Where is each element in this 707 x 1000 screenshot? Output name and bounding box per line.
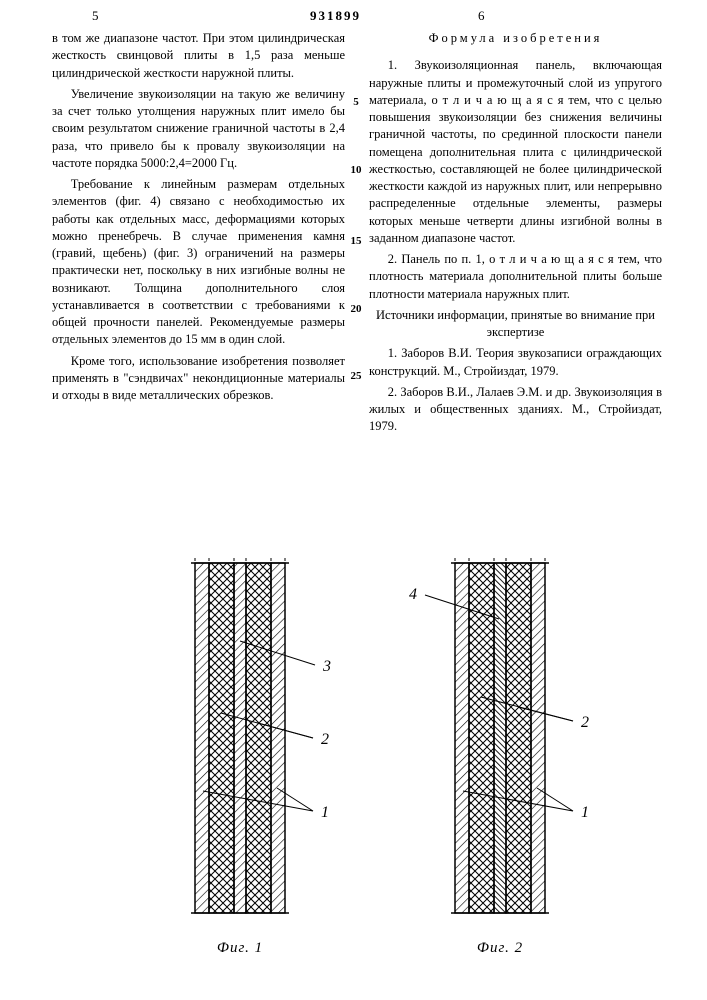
figure-2-svg: 4 2 1 xyxy=(400,558,600,928)
fig2-caption: Фиг. 2 xyxy=(400,940,600,957)
sources-title: Источники информации, принятые во вниман… xyxy=(369,307,662,342)
source-2: 2. Заборов В.И., Лалаев Э.М. и др. Звуко… xyxy=(369,384,662,436)
figure-1: 3 2 1 Фиг. 1 xyxy=(140,558,340,957)
source-1: 1. Заборов В.И. Теория звукозаписи ограж… xyxy=(369,345,662,380)
figure-1-svg: 3 2 1 xyxy=(140,558,340,928)
right-p2: 2. Панель по п. 1, о т л и ч а ю щ а я с… xyxy=(369,251,662,303)
figures-area: 3 2 1 Фиг. 1 xyxy=(0,558,707,988)
page-num-right: 6 xyxy=(478,8,485,24)
page-num-left: 5 xyxy=(92,8,99,24)
right-column: Формула изобретения 1. Звукоизоляционная… xyxy=(369,30,662,440)
right-p1: 1. Звукоизоляционная панель, включающая … xyxy=(369,57,662,247)
text-columns: в том же диапазоне частот. При этом цили… xyxy=(52,30,662,440)
svg-text:1: 1 xyxy=(321,804,329,821)
formula-title: Формула изобретения xyxy=(369,30,662,47)
left-p4: Кроме того, использование изобретения по… xyxy=(52,353,345,405)
left-p3: Требование к линейным размерам отдельных… xyxy=(52,176,345,349)
svg-text:3: 3 xyxy=(322,658,331,675)
doc-number: 931899 xyxy=(310,8,361,24)
figure-2: 4 2 1 Фиг. 2 xyxy=(400,558,600,957)
svg-text:1: 1 xyxy=(581,804,589,821)
fig1-caption: Фиг. 1 xyxy=(140,940,340,957)
left-p1: в том же диапазоне частот. При этом цили… xyxy=(52,30,345,82)
left-p2: Увеличение звукоизоляции на такую же вел… xyxy=(52,86,345,172)
svg-text:4: 4 xyxy=(409,586,417,603)
left-column: в том же диапазоне частот. При этом цили… xyxy=(52,30,345,440)
svg-text:2: 2 xyxy=(581,714,589,731)
svg-text:2: 2 xyxy=(321,731,329,748)
